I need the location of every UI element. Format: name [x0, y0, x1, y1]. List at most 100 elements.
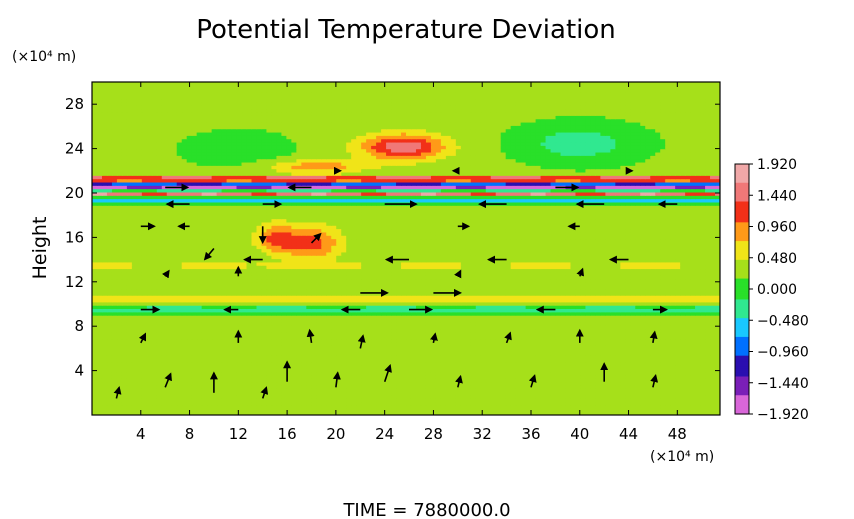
field-cell	[206, 378, 213, 383]
field-cell	[391, 281, 397, 286]
field-cell	[525, 338, 532, 343]
field-cell	[620, 401, 626, 406]
field-cell	[460, 365, 467, 369]
field-cell	[565, 368, 572, 373]
field-cell	[396, 378, 402, 383]
field-cell	[181, 385, 188, 389]
field-cell	[515, 295, 522, 300]
field-cell	[545, 288, 552, 293]
field-cell	[430, 281, 437, 286]
field-cell	[231, 291, 238, 296]
field-cell	[620, 331, 626, 336]
field-cell	[480, 328, 487, 333]
field-cell	[386, 411, 392, 415]
field-cell	[450, 348, 457, 353]
field-cell	[246, 371, 253, 376]
field-cell	[650, 401, 656, 406]
field-cell	[415, 291, 422, 296]
field-cell	[121, 355, 128, 359]
field-cell	[326, 305, 332, 310]
field-cell	[271, 385, 278, 389]
field-cell	[450, 411, 457, 415]
field-cell	[256, 298, 263, 303]
field-cell	[465, 301, 472, 306]
field-cell	[470, 388, 477, 393]
field-cell	[276, 301, 282, 306]
field-cell	[101, 311, 108, 316]
field-cell	[221, 361, 228, 366]
field-cell	[241, 288, 248, 293]
field-cell	[316, 331, 322, 336]
field-cell	[286, 331, 292, 336]
field-cell	[366, 345, 372, 349]
field-cell	[600, 311, 606, 316]
field-cell	[196, 401, 203, 406]
field-cell	[346, 378, 352, 383]
field-cell	[92, 405, 98, 409]
field-cell	[550, 291, 557, 296]
field-cell	[106, 335, 113, 340]
field-cell	[470, 381, 477, 386]
field-cell	[126, 375, 133, 379]
field-cell	[366, 308, 372, 313]
field-cell	[545, 381, 552, 386]
field-cell	[705, 291, 711, 296]
field-cell	[286, 351, 292, 356]
field-cell	[371, 385, 377, 389]
field-cell	[201, 308, 208, 313]
field-cell	[530, 401, 537, 406]
field-cell	[680, 355, 686, 359]
field-cell	[136, 395, 143, 399]
field-cell	[311, 288, 317, 293]
field-cell	[176, 391, 183, 396]
field-cell	[465, 381, 472, 386]
field-cell	[630, 311, 636, 316]
field-cell	[356, 371, 362, 376]
field-cell	[376, 398, 382, 403]
field-cell	[575, 308, 582, 313]
field-cell	[595, 388, 601, 393]
field-cell	[550, 351, 557, 356]
field-cell	[166, 301, 173, 306]
field-cell	[505, 311, 512, 316]
field-cell	[695, 295, 701, 300]
field-cell	[361, 371, 367, 376]
field-cell	[715, 378, 720, 383]
field-cell	[321, 328, 327, 333]
field-cell	[106, 358, 113, 363]
field-cell	[590, 341, 596, 346]
field-cell	[206, 398, 213, 403]
field-cell	[685, 358, 691, 363]
field-cell	[206, 401, 213, 406]
field-cell	[106, 308, 113, 313]
field-cell	[460, 291, 467, 296]
field-cell	[106, 375, 113, 379]
field-cell	[281, 391, 287, 396]
field-cell	[515, 411, 522, 415]
field-cell	[136, 405, 143, 409]
field-cell	[346, 298, 352, 303]
field-cell	[266, 301, 273, 306]
field-cell	[580, 361, 587, 366]
field-cell	[366, 395, 372, 399]
field-cell	[251, 328, 258, 333]
field-cell	[271, 401, 278, 406]
field-cell	[440, 311, 447, 316]
field-cell	[191, 388, 198, 393]
field-cell	[605, 308, 611, 313]
field-cell	[116, 321, 123, 326]
field-cell	[231, 301, 238, 306]
field-cell	[670, 408, 676, 413]
field-cell	[415, 335, 422, 340]
field-cell	[510, 395, 517, 399]
field-cell	[281, 395, 287, 399]
field-cell	[261, 341, 268, 346]
field-cell	[580, 348, 587, 353]
field-cell	[420, 401, 427, 406]
field-cell	[570, 341, 577, 346]
field-cell	[116, 301, 123, 306]
field-cell	[665, 411, 671, 415]
field-cell	[176, 325, 183, 330]
field-cell	[610, 408, 616, 413]
field-cell	[550, 371, 557, 376]
